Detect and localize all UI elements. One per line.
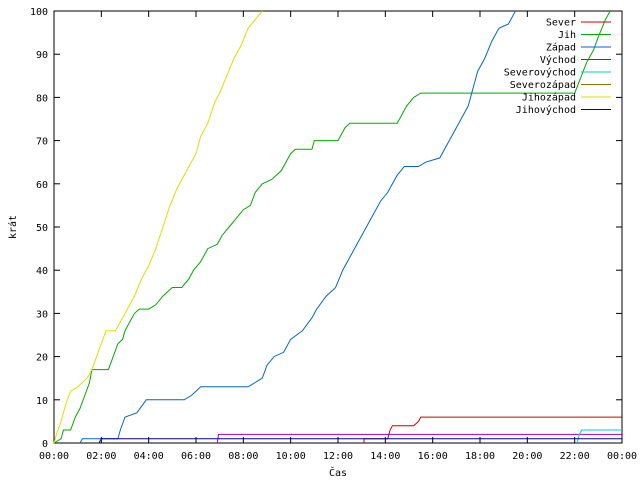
x-tick-label: 00:00 bbox=[607, 451, 637, 462]
y-tick-label: 60 bbox=[36, 180, 48, 191]
x-tick-label: 18:00 bbox=[465, 451, 495, 462]
legend-label-severozapad: Severozápad bbox=[510, 79, 576, 91]
legend-label-sever: Sever bbox=[546, 18, 576, 29]
y-tick-label: 100 bbox=[30, 7, 48, 18]
x-tick-label: 14:00 bbox=[370, 451, 400, 462]
legend: SeverJihZápadVýchodSeverovýchodSeverozáp… bbox=[504, 18, 611, 116]
x-tick-label: 10:00 bbox=[276, 451, 306, 462]
x-tick-label: 04:00 bbox=[134, 451, 164, 462]
y-tick-label: 50 bbox=[36, 223, 48, 234]
x-tick-label: 16:00 bbox=[418, 451, 448, 462]
x-tick-label: 20:00 bbox=[512, 451, 542, 462]
y-tick-label: 20 bbox=[36, 353, 48, 364]
x-tick-label: 22:00 bbox=[560, 451, 590, 462]
legend-label-vychod: Východ bbox=[540, 54, 576, 66]
series-line-zapad bbox=[79, 10, 516, 444]
legend-label-jih: Jih bbox=[558, 30, 576, 41]
y-tick-label: 80 bbox=[36, 93, 48, 104]
y-tick-label: 0 bbox=[42, 439, 48, 450]
series-line-severovychod bbox=[576, 429, 622, 444]
legend-label-zapad: Západ bbox=[546, 42, 576, 54]
x-tick-label: 08:00 bbox=[228, 451, 258, 462]
series-line-vychod bbox=[216, 433, 622, 444]
x-tick-label: 00:00 bbox=[39, 451, 69, 462]
legend-label-jihovychod: Jihovýchod bbox=[516, 104, 576, 116]
x-tick-label: 12:00 bbox=[323, 451, 353, 462]
y-tick-label: 10 bbox=[36, 396, 48, 407]
series-line-jihozapad bbox=[53, 10, 263, 444]
legend-label-severovychod: Severovýchod bbox=[504, 67, 576, 79]
series-lines bbox=[53, 10, 622, 444]
series-line-jihovychod bbox=[98, 438, 622, 444]
x-tick-label: 06:00 bbox=[181, 451, 211, 462]
y-tick-label: 40 bbox=[36, 266, 48, 277]
series-line-jih bbox=[53, 10, 611, 444]
x-axis-label: Čas bbox=[329, 466, 347, 479]
x-tick-label: 02:00 bbox=[86, 451, 116, 462]
y-tick-label: 30 bbox=[36, 309, 48, 320]
legend-label-jihozapad: Jihozápad bbox=[522, 92, 576, 104]
y-tick-label: 90 bbox=[36, 50, 48, 61]
axis-ticks: 00:00 02:00 04:00 06:00 08:00 10:00 12:00 14:00… bbox=[30, 7, 637, 462]
y-axis-label: krát bbox=[7, 215, 19, 239]
y-tick-label: 70 bbox=[36, 137, 48, 148]
